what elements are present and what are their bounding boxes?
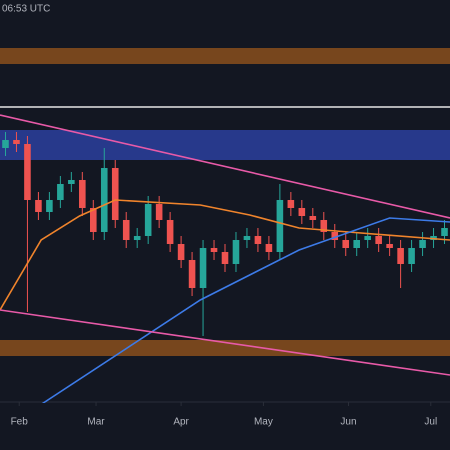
plot bbox=[0, 48, 450, 409]
candle-body bbox=[2, 140, 9, 148]
candle-body bbox=[342, 240, 350, 248]
candle-body bbox=[265, 244, 273, 252]
candle-body bbox=[111, 168, 119, 220]
candle-body bbox=[353, 240, 360, 248]
candle-body bbox=[441, 228, 448, 236]
candle-body bbox=[298, 208, 306, 216]
candle-body bbox=[210, 248, 218, 252]
candle-body bbox=[24, 144, 31, 200]
indicator-line bbox=[0, 114, 450, 219]
candle-body bbox=[232, 240, 240, 264]
candle-body bbox=[133, 236, 141, 240]
indicator-line bbox=[0, 199, 450, 311]
candle-body bbox=[79, 180, 86, 208]
candle-body bbox=[221, 252, 229, 264]
zone-band bbox=[0, 48, 450, 64]
candle-body bbox=[46, 200, 53, 212]
candle-body bbox=[155, 204, 163, 220]
x-tick-label: Mar bbox=[87, 417, 105, 428]
candle-body bbox=[287, 200, 295, 208]
candle-body bbox=[188, 260, 196, 288]
x-tick-label: Jul bbox=[424, 417, 437, 428]
zone-band bbox=[0, 340, 450, 356]
x-tick-label: Feb bbox=[11, 417, 29, 428]
candle-body bbox=[408, 248, 415, 264]
candle-body bbox=[35, 200, 42, 212]
indicator-line bbox=[35, 217, 450, 409]
candle-body bbox=[90, 208, 97, 232]
x-axis-background bbox=[0, 403, 450, 450]
candle-body bbox=[199, 248, 207, 288]
candle-body bbox=[144, 204, 152, 236]
candle-body bbox=[397, 248, 404, 264]
candle-body bbox=[57, 184, 64, 200]
x-tick-label: May bbox=[254, 417, 273, 428]
candle-body bbox=[13, 140, 20, 144]
candle-body bbox=[122, 220, 130, 240]
zone-band bbox=[0, 130, 450, 160]
candle-body bbox=[100, 168, 108, 232]
candle-body bbox=[419, 240, 426, 248]
candle-body bbox=[386, 244, 393, 248]
candle-body bbox=[254, 236, 262, 244]
candle-body bbox=[177, 244, 185, 260]
chart-title: 06:53 UTC bbox=[2, 4, 50, 15]
candle-body bbox=[309, 216, 317, 220]
x-tick-label: Jun bbox=[340, 417, 356, 428]
candle-body bbox=[331, 232, 339, 240]
candle-body bbox=[320, 220, 328, 232]
candle-body bbox=[68, 180, 75, 184]
candle-body bbox=[364, 236, 371, 240]
candle-body bbox=[375, 236, 382, 244]
indicator-line bbox=[0, 309, 450, 376]
x-tick-label: Apr bbox=[173, 417, 189, 428]
candle-body bbox=[243, 236, 251, 240]
candle-body bbox=[166, 220, 174, 244]
candle-body bbox=[276, 200, 284, 252]
x-axis: Feb Mar Apr May Jun Jul bbox=[0, 402, 450, 450]
